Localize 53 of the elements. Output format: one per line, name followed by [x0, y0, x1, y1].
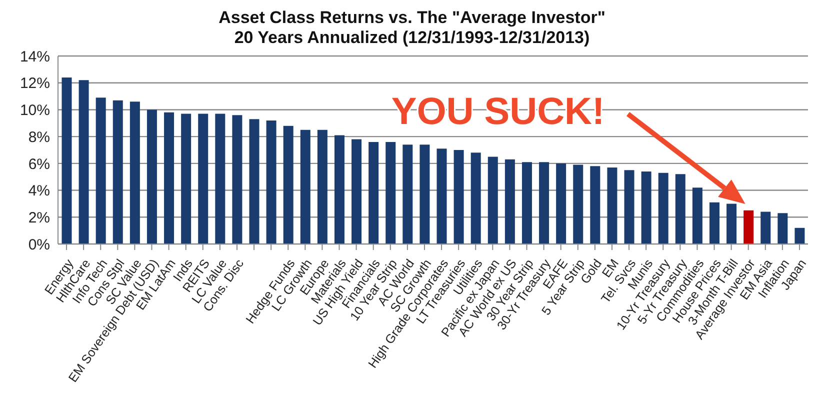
- bar: [794, 228, 805, 244]
- bar: [556, 163, 566, 244]
- chart-subtitle: 20 Years Annualized (12/31/1993-12/31/2013): [233, 28, 591, 48]
- bar: [590, 166, 600, 244]
- bar: [164, 112, 174, 244]
- y-tick-label: 2%: [28, 209, 50, 226]
- bar: [744, 210, 754, 244]
- bar: [96, 98, 106, 244]
- bar: [130, 102, 140, 244]
- bar: [334, 135, 344, 244]
- bar: [317, 130, 328, 244]
- bar: [420, 144, 430, 244]
- y-tick-label: 6%: [28, 156, 50, 173]
- bar: [488, 156, 498, 244]
- bar: [112, 100, 123, 244]
- y-tick-label: 12%: [20, 75, 50, 92]
- bar: [436, 148, 447, 244]
- chart-title: Asset Class Returns vs. The "Average Investor": [218, 8, 606, 28]
- bar: [146, 110, 157, 244]
- bar: [522, 162, 532, 244]
- y-tick-label: 0%: [28, 236, 50, 254]
- bar: [198, 114, 208, 244]
- bar: [709, 202, 720, 244]
- bar: [283, 126, 294, 244]
- bar: [778, 213, 788, 244]
- bar: [300, 130, 310, 244]
- bar: [573, 164, 584, 244]
- bar: [760, 212, 771, 244]
- bar: [181, 114, 192, 244]
- bar: [352, 139, 362, 244]
- bar: [386, 142, 396, 244]
- bar: [539, 162, 550, 244]
- bar: [402, 144, 413, 244]
- bar: [641, 171, 652, 244]
- bar: [78, 80, 89, 244]
- bar: [675, 174, 686, 244]
- bar: [454, 150, 464, 244]
- bar: [249, 119, 260, 244]
- y-tick-label: 4%: [28, 182, 50, 200]
- bar: [232, 115, 242, 244]
- bar: [62, 77, 72, 244]
- bar: [692, 188, 702, 244]
- y-tick-label: 8%: [28, 128, 50, 146]
- y-tick-label: 14%: [20, 48, 50, 66]
- bar: [266, 120, 276, 244]
- bar: [215, 114, 226, 244]
- bar: [470, 152, 481, 244]
- bar: [368, 142, 379, 244]
- bar: [624, 170, 634, 244]
- bar: [658, 172, 668, 244]
- y-tick-label: 10%: [20, 102, 50, 120]
- bar: [607, 167, 618, 244]
- bar: [504, 159, 515, 244]
